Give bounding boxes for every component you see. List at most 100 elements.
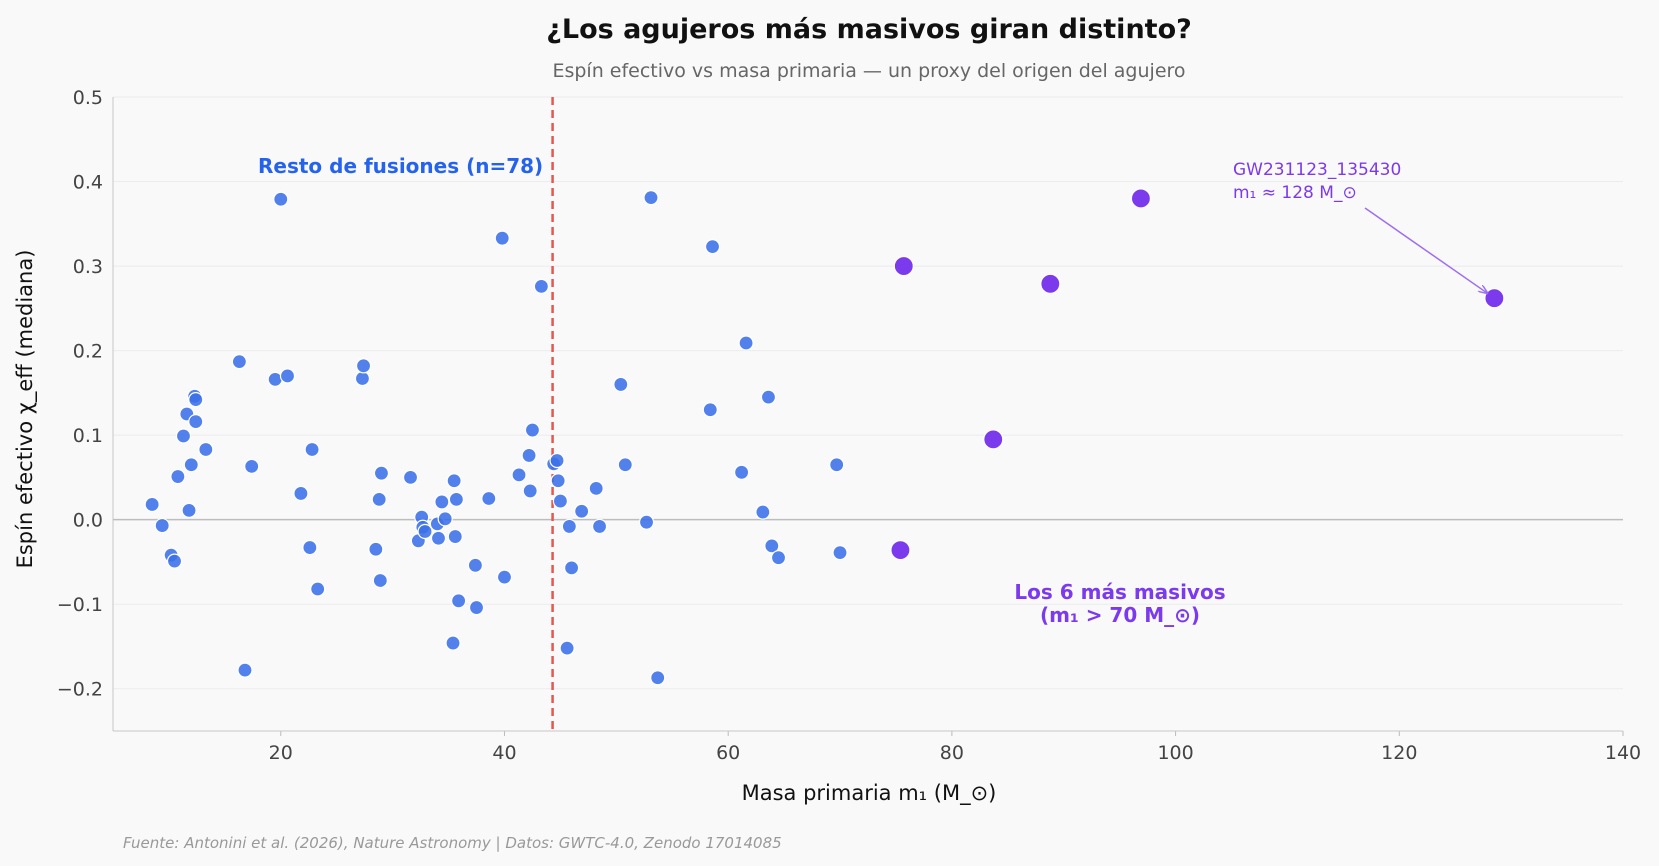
source-note: Fuente: Antonini et al. (2026), Nature A… bbox=[123, 834, 782, 852]
reference-lines bbox=[113, 97, 1623, 731]
data-point-rest bbox=[563, 560, 580, 576]
data-point-rest bbox=[638, 514, 655, 530]
data-point-rest bbox=[373, 465, 390, 481]
grid-lines bbox=[113, 96, 1623, 690]
massive-annotation-line2: (m₁ > 70 M_⊙) bbox=[1040, 603, 1200, 627]
x-tick-label: 100 bbox=[1157, 742, 1193, 764]
data-point-rest bbox=[832, 545, 848, 561]
data-point-rest bbox=[372, 572, 388, 589]
x-tick-label: 80 bbox=[940, 742, 964, 764]
data-point-rest bbox=[613, 376, 629, 393]
data-point-rest bbox=[521, 447, 537, 464]
data-point-rest bbox=[368, 541, 384, 557]
data-point-rest bbox=[755, 504, 771, 520]
data-point-rest bbox=[549, 452, 565, 469]
data-point-rest bbox=[183, 457, 199, 473]
data-point-rest bbox=[760, 389, 777, 405]
data-point-rest bbox=[650, 670, 666, 686]
data-point-rest bbox=[188, 392, 204, 408]
data-point-rest bbox=[467, 557, 483, 573]
data-point-rest bbox=[533, 278, 549, 294]
chart-subtitle: Espín efectivo vs masa primaria — un pro… bbox=[552, 60, 1185, 82]
data-point-rest bbox=[738, 335, 754, 351]
data-point-rest bbox=[188, 414, 204, 430]
x-tick-label: 20 bbox=[269, 742, 293, 764]
data-point-rest bbox=[273, 191, 289, 207]
data-point-rest bbox=[550, 473, 566, 489]
data-point-massive bbox=[1040, 273, 1061, 294]
data-point-rest bbox=[617, 457, 633, 473]
data-point-rest bbox=[310, 581, 326, 597]
data-point-rest bbox=[496, 569, 513, 585]
callout-label-line2: m₁ ≈ 128 M_⊙ bbox=[1233, 183, 1357, 203]
y-tick-label: 0.2 bbox=[73, 341, 103, 363]
data-point-rest bbox=[764, 538, 780, 554]
rest-annotation: Resto de fusiones (n=78) bbox=[258, 154, 543, 178]
data-point-rest bbox=[170, 468, 186, 485]
data-point-rest bbox=[704, 239, 721, 255]
data-point-rest bbox=[524, 422, 541, 438]
data-point-rest bbox=[445, 635, 461, 651]
x-tick-label: 60 bbox=[716, 742, 740, 764]
data-point-massive bbox=[893, 255, 914, 277]
data-point-rest bbox=[468, 599, 485, 616]
data-point-rest bbox=[198, 441, 214, 458]
y-tick-label: 0.3 bbox=[73, 256, 103, 278]
data-point-rest bbox=[175, 428, 192, 444]
y-tick-label: −0.2 bbox=[57, 679, 103, 701]
y-axis-label: Espín efectivo χ_eff (mediana) bbox=[13, 250, 38, 569]
x-tick-label: 120 bbox=[1381, 742, 1417, 764]
data-point-rest bbox=[371, 491, 387, 507]
data-point-rest bbox=[643, 189, 659, 206]
data-point-rest bbox=[437, 511, 453, 527]
data-point-rest bbox=[447, 528, 463, 545]
data-point-rest bbox=[522, 483, 538, 499]
x-tick-label: 140 bbox=[1605, 742, 1641, 764]
callout-arrow bbox=[1364, 207, 1487, 293]
data-point-rest bbox=[702, 402, 718, 418]
data-point-rest bbox=[181, 502, 197, 518]
data-point-massive bbox=[890, 539, 911, 561]
y-tick-label: 0.0 bbox=[73, 510, 103, 532]
data-point-rest bbox=[734, 464, 750, 480]
data-point-massive bbox=[1484, 288, 1505, 309]
y-tick-label: −0.1 bbox=[57, 594, 103, 616]
x-axis-label: Masa primaria m₁ (M_⊙) bbox=[742, 781, 997, 806]
data-point-rest bbox=[430, 530, 447, 546]
data-point-massive bbox=[1130, 188, 1152, 209]
data-point-rest bbox=[355, 358, 372, 374]
data-point-rest bbox=[302, 539, 318, 556]
chart-title: ¿Los agujeros más masivos giran distinto… bbox=[546, 14, 1192, 45]
data-point-rest bbox=[293, 485, 309, 502]
data-point-rest bbox=[279, 368, 296, 384]
data-point-rest bbox=[574, 503, 590, 519]
data-point-rest bbox=[770, 550, 787, 566]
x-tick-label: 40 bbox=[492, 742, 516, 764]
data-point-rest bbox=[494, 230, 510, 246]
data-point-rest bbox=[244, 458, 260, 475]
data-point-rest bbox=[588, 480, 604, 496]
data-point-rest bbox=[448, 491, 464, 507]
data-point-rest bbox=[304, 441, 320, 458]
data-point-rest bbox=[561, 518, 577, 535]
data-point-rest bbox=[417, 523, 433, 540]
data-point-rest bbox=[446, 473, 462, 489]
data-point-rest bbox=[591, 518, 608, 535]
data-point-rest bbox=[402, 469, 419, 485]
data-point-rest bbox=[451, 593, 467, 609]
data-point-rest bbox=[552, 493, 569, 509]
data-point-rest bbox=[559, 640, 575, 656]
data-point-massive bbox=[983, 429, 1004, 450]
y-tick-label: 0.4 bbox=[73, 172, 103, 194]
data-point-rest bbox=[237, 662, 253, 678]
data-point-rest bbox=[144, 496, 160, 513]
data-point-rest bbox=[354, 370, 371, 387]
data-point-rest bbox=[511, 467, 527, 483]
tick-labels: −0.2 −0.1 0.0 0.1 0.2 0.3 0.4 0.5 20 40 60 80 100 120… bbox=[57, 87, 1641, 764]
data-point-rest bbox=[231, 353, 247, 370]
data-point-rest bbox=[434, 494, 450, 510]
data-point-rest bbox=[481, 490, 497, 507]
y-tick-label: 0.5 bbox=[73, 87, 103, 109]
callout-label-line1: GW231123_135430 bbox=[1233, 160, 1401, 180]
